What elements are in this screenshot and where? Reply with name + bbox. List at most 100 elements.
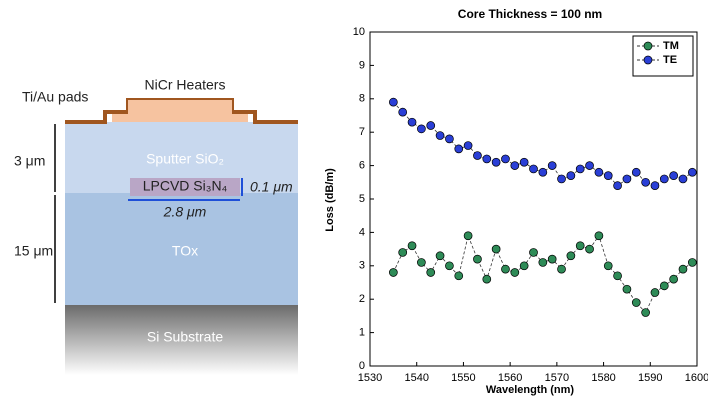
x-tick-label: 1570 — [545, 372, 569, 384]
point — [603, 261, 613, 271]
point — [445, 134, 454, 144]
heater — [112, 100, 248, 122]
point — [650, 181, 660, 190]
point — [613, 271, 622, 281]
point — [659, 281, 669, 291]
legend-box — [632, 35, 694, 77]
point — [407, 241, 417, 251]
y-tick-label: 7 — [359, 126, 365, 138]
point — [435, 251, 445, 261]
y-tick-label: 9 — [359, 59, 365, 71]
x-tick-label: 1590 — [638, 372, 662, 384]
point — [687, 167, 697, 177]
y-tick-label: 6 — [359, 160, 365, 172]
legend-label: TM — [663, 40, 679, 52]
point — [491, 157, 501, 167]
point — [538, 258, 548, 267]
legend-marker — [643, 55, 653, 65]
tox-layer — [65, 193, 298, 305]
layer-label: Si Substrate — [147, 329, 223, 345]
point — [463, 231, 473, 241]
series-line — [392, 234, 693, 314]
point — [389, 268, 398, 277]
dim-label: 2.8 μm — [163, 204, 207, 220]
point — [454, 144, 464, 154]
point — [519, 157, 529, 167]
core-rect — [130, 178, 240, 196]
point — [650, 288, 660, 297]
y-tick-label: 2 — [359, 293, 365, 305]
point — [585, 244, 594, 254]
chart-title: Core Thickness = 100 nm — [458, 7, 602, 21]
layer-label: TOx — [172, 243, 198, 259]
point — [426, 268, 436, 277]
point — [575, 241, 585, 251]
point — [398, 107, 408, 117]
point — [659, 174, 669, 184]
point — [510, 268, 520, 277]
y-tick-label: 1 — [359, 327, 365, 339]
dim-label: 15 μm — [14, 243, 53, 259]
x-tick-label: 1600 — [685, 372, 708, 384]
y-tick-label: 3 — [359, 260, 365, 272]
point — [482, 154, 492, 164]
point — [538, 167, 548, 177]
y-tick-label: 0 — [359, 360, 365, 372]
y-tick-label: 4 — [359, 226, 365, 238]
point — [678, 174, 688, 184]
legend-marker — [643, 41, 653, 51]
point — [454, 271, 464, 281]
point — [631, 298, 641, 307]
point — [678, 264, 688, 274]
x-tick-label: 1530 — [358, 372, 382, 384]
point — [473, 254, 482, 264]
point — [519, 261, 529, 271]
point — [547, 161, 557, 170]
legend-label: TE — [663, 54, 677, 66]
point — [426, 121, 436, 130]
point — [613, 181, 622, 190]
point — [501, 264, 510, 274]
substrate-layer — [65, 305, 298, 375]
chart: Core Thickness = 100 nm Wavelength (nm) … — [324, 7, 708, 396]
point — [622, 174, 632, 184]
point — [669, 274, 678, 284]
y-tick-label: 10 — [353, 26, 365, 38]
layer-label: Sputter SiO₂ — [146, 151, 224, 167]
x-tick-label: 1580 — [591, 372, 615, 384]
point — [463, 141, 473, 150]
y-tick-label: 5 — [359, 193, 365, 205]
x-tick-label: 1540 — [404, 372, 428, 384]
point — [622, 284, 632, 294]
point — [641, 308, 650, 317]
point — [389, 97, 398, 107]
point — [603, 171, 613, 180]
point — [417, 124, 426, 134]
pads-label: Ti/Au pads — [22, 89, 88, 105]
point — [669, 171, 678, 180]
point — [575, 164, 585, 174]
point — [566, 171, 576, 180]
x-tick-label: 1550 — [451, 372, 475, 384]
point — [594, 167, 604, 177]
point — [641, 177, 650, 187]
point — [585, 161, 594, 170]
y-axis-label: Loss (dB/m) — [324, 168, 336, 232]
dim-label: 0.1 μm — [250, 179, 293, 195]
point — [547, 254, 557, 264]
dim-label: 3 μm — [14, 153, 45, 169]
point — [631, 167, 641, 177]
point — [435, 131, 445, 140]
point — [594, 231, 604, 241]
x-axis-label: Wavelength (nm) — [486, 384, 575, 396]
point — [529, 164, 538, 174]
x-tick-label: 1560 — [498, 372, 522, 384]
point — [407, 117, 417, 127]
point — [445, 261, 454, 271]
cross-section: NiCr Heaters Ti/Au pads 3 μm 15 μm Sputt… — [14, 77, 298, 375]
point — [566, 251, 576, 261]
point — [557, 264, 566, 274]
point — [501, 154, 510, 164]
